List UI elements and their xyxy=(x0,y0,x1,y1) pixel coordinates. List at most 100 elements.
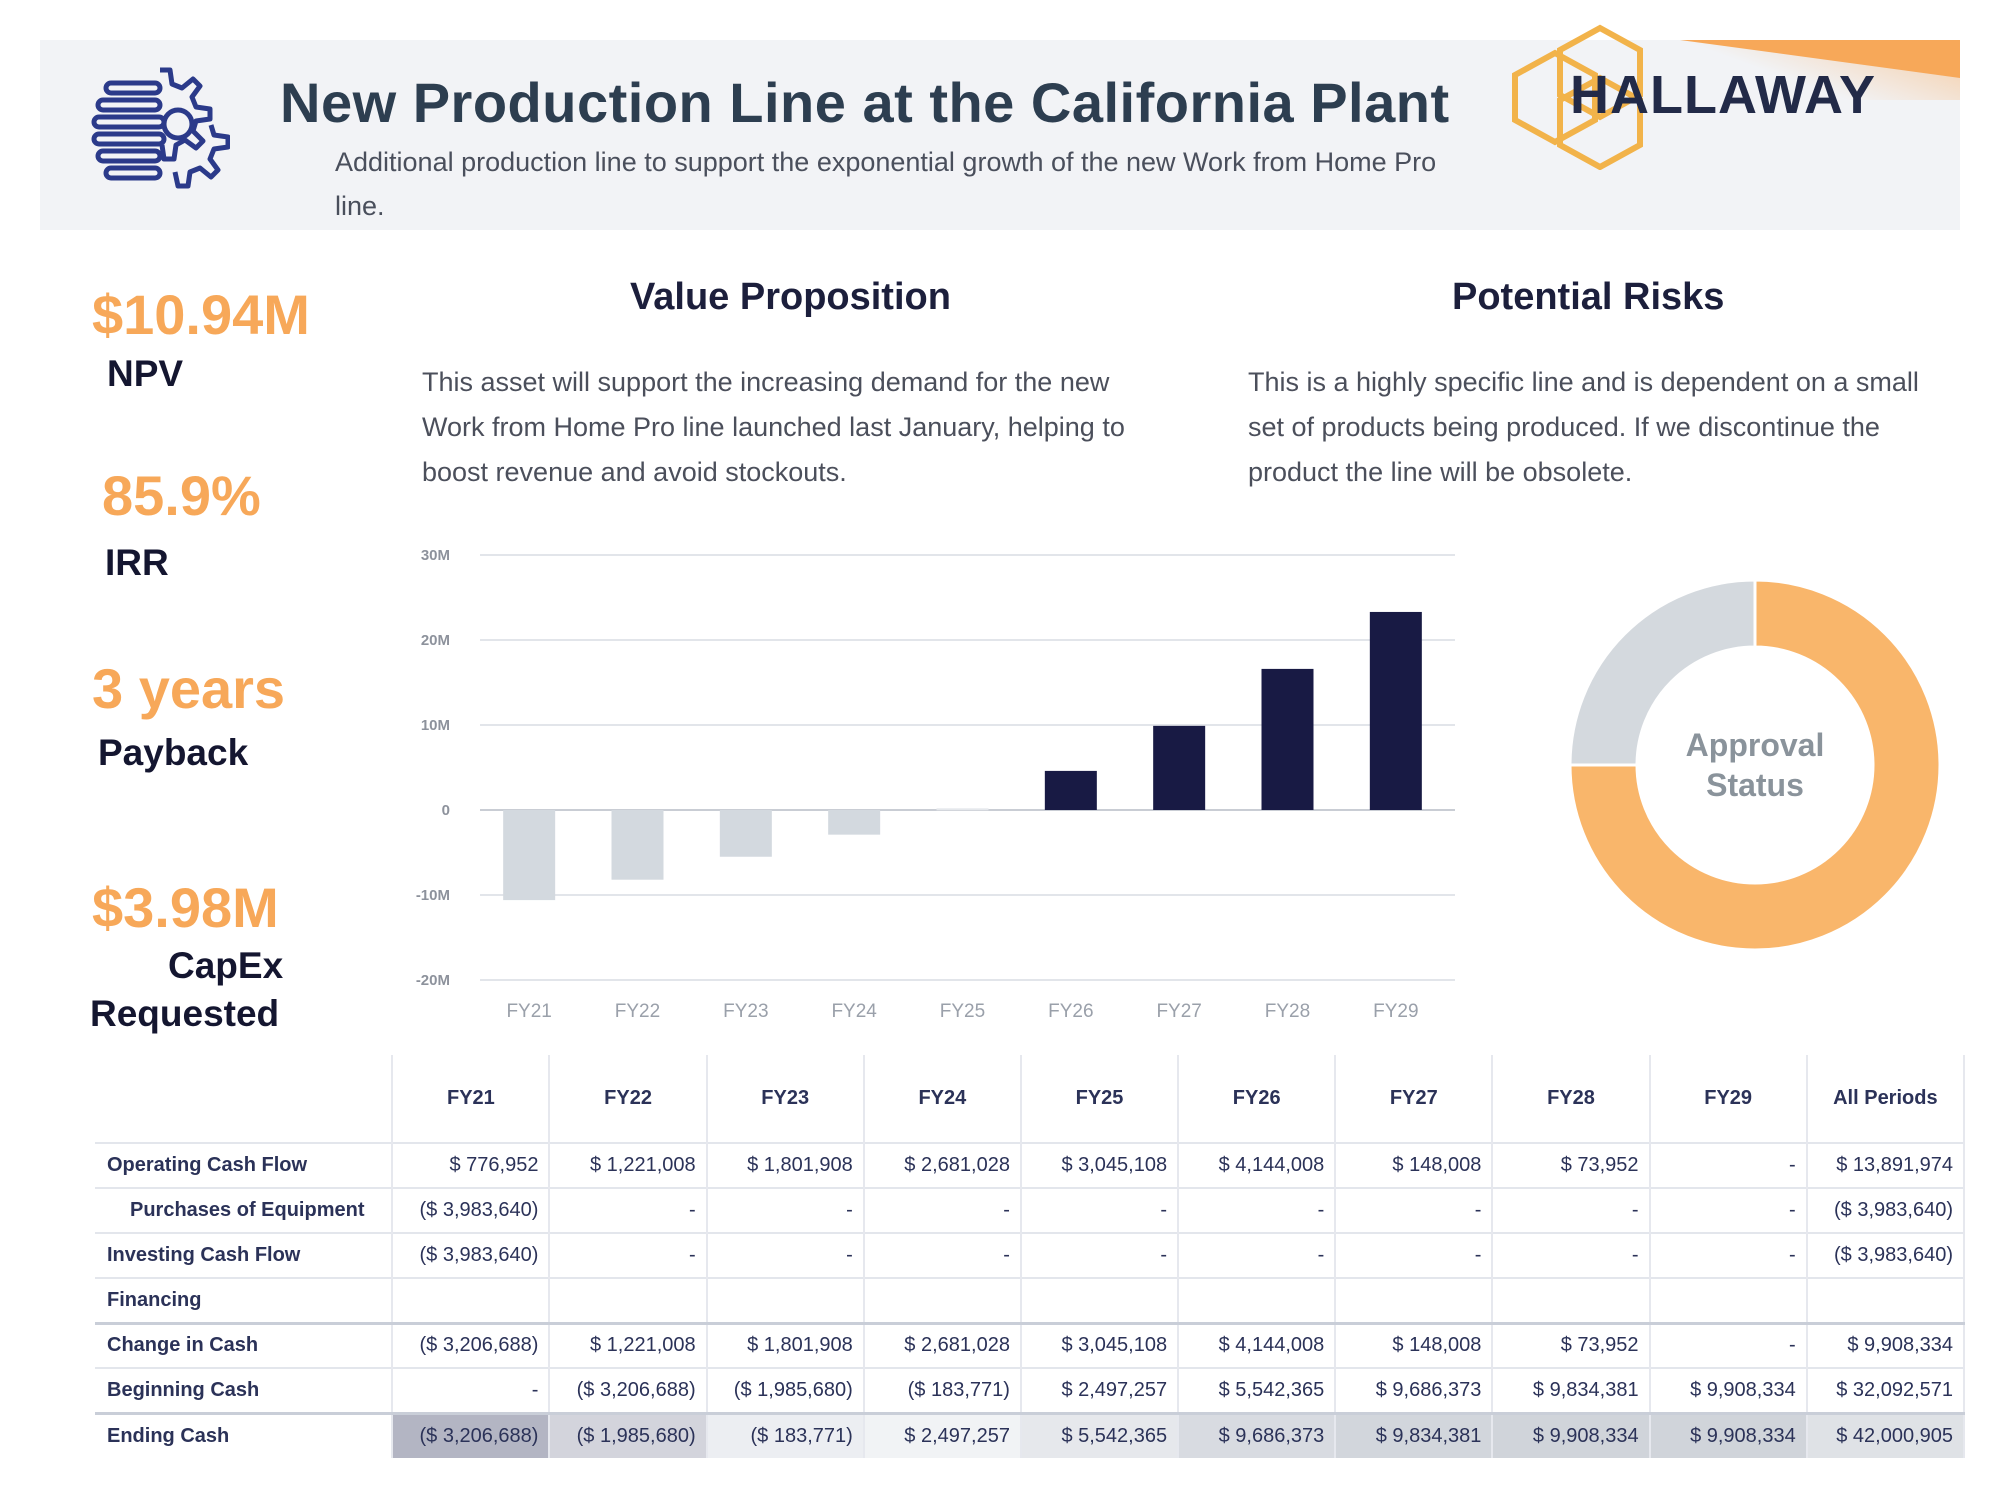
table-header-cell: FY23 xyxy=(706,1055,865,1143)
table-cell: $ 73,952 xyxy=(1492,1142,1651,1188)
table-cell: $ 9,908,334 xyxy=(1649,1411,1808,1458)
brand-wordmark: HALLAWAY xyxy=(1570,65,1877,125)
approval-donut-chart xyxy=(1568,578,1942,952)
table-header-cell: FY29 xyxy=(1649,1055,1808,1143)
row-label: Change in Cash xyxy=(95,1321,394,1368)
table-cell xyxy=(1492,1277,1651,1323)
table-cell: - xyxy=(1649,1142,1808,1188)
bar-fy22 xyxy=(611,810,664,880)
table-cell: $ 3,045,108 xyxy=(1020,1142,1180,1188)
table-cell: $ 42,000,905 xyxy=(1806,1411,1966,1458)
payback-value: 3 years xyxy=(92,657,286,720)
table-cell: ($ 3,983,640) xyxy=(1806,1187,1966,1233)
table-cell: $ 9,908,334 xyxy=(1649,1367,1808,1413)
table-cell xyxy=(706,1277,865,1323)
table-cell: - xyxy=(1492,1232,1651,1278)
table-cell: $ 5,542,365 xyxy=(1178,1367,1337,1413)
cash-flow-table: FY21 FY22 FY23 FY24 FY25 FY26 FY27 FY28 FY29 All … xyxy=(95,1055,1966,1458)
table-cell: - xyxy=(706,1232,865,1278)
table-header-cell: FY24 xyxy=(863,1055,1022,1143)
table-row: Purchases of Equipment ($ 3,983,640) - - - - -… xyxy=(95,1187,1966,1233)
x-tick-label: FY29 xyxy=(1373,1001,1418,1022)
row-label: Ending Cash xyxy=(95,1411,394,1458)
table-cell: - xyxy=(1649,1232,1808,1278)
table-header-cell: FY21 xyxy=(392,1055,551,1143)
table-cell: - xyxy=(863,1232,1022,1278)
table-cell xyxy=(1335,1277,1494,1323)
table-cell: ($ 3,983,640) xyxy=(392,1187,551,1233)
potential-risks-title: Potential Risks xyxy=(1452,276,1725,318)
table-header-cell: All Periods xyxy=(1806,1055,1966,1143)
table-cell: $ 3,045,108 xyxy=(1020,1321,1180,1368)
table-cell: $ 9,908,334 xyxy=(1806,1321,1966,1368)
table-row: Operating Cash Flow $ 776,952 $ 1,221,008 $… xyxy=(95,1142,1966,1188)
header-accent-stripe xyxy=(1680,40,1960,78)
table-cell: $ 13,891,974 xyxy=(1806,1142,1966,1188)
table-cell: $ 4,144,008 xyxy=(1178,1321,1337,1368)
table-cell: - xyxy=(1020,1232,1180,1278)
bar-fy28 xyxy=(1261,668,1314,810)
table-cell: $ 9,834,381 xyxy=(1335,1411,1494,1458)
npv-value: $10.94M xyxy=(92,283,310,346)
y-tick-label: -10M xyxy=(416,887,450,904)
table-cell: - xyxy=(1020,1187,1180,1233)
row-label: Investing Cash Flow xyxy=(95,1232,394,1278)
x-tick-label: FY26 xyxy=(1048,1001,1093,1022)
bar-fy25 xyxy=(936,808,989,811)
table-cell: $ 9,908,334 xyxy=(1492,1411,1651,1458)
value-proposition-text: This asset will support the increasing d… xyxy=(422,367,1125,487)
table-cell xyxy=(392,1277,551,1323)
table-cell: - xyxy=(1335,1232,1494,1278)
table-cell: $ 32,092,571 xyxy=(1806,1367,1966,1413)
y-tick-label: 30M xyxy=(421,547,450,564)
irr-value: 85.9% xyxy=(102,464,261,527)
table-cell: $ 9,686,373 xyxy=(1335,1367,1494,1413)
table-cell: ($ 183,771) xyxy=(863,1367,1022,1413)
table-cell: $ 2,681,028 xyxy=(863,1142,1022,1188)
capex-label: CapEx xyxy=(168,945,284,986)
approval-label-line1: Approval xyxy=(1685,727,1825,763)
gear-icon xyxy=(91,67,230,189)
table-row: Financing xyxy=(95,1277,1966,1323)
table-cell: ($ 3,206,688) xyxy=(392,1321,551,1368)
irr-label: IRR xyxy=(105,542,169,583)
cash-bar-chart: 30M 20M 10M 0 -10M -20M FY21 FY22 FY23 FY24 FY25 FY… xyxy=(416,547,1455,1022)
y-tick-label: -20M xyxy=(416,972,450,989)
table-cell: - xyxy=(392,1367,551,1413)
table-cell: $ 4,144,008 xyxy=(1178,1142,1337,1188)
table-cell: $ 9,834,381 xyxy=(1492,1367,1651,1413)
table-cell xyxy=(1020,1277,1180,1323)
table-cell: $ 1,221,008 xyxy=(549,1142,708,1188)
table-cell xyxy=(1806,1277,1966,1323)
table-row: Ending Cash ($ 3,206,688) ($ 1,985,680) ($ … xyxy=(95,1411,1966,1458)
value-proposition-title: Value Proposition xyxy=(630,276,951,318)
row-label: Beginning Cash xyxy=(95,1367,394,1413)
approval-label: Approval Status xyxy=(1565,725,1945,805)
bar-fy27 xyxy=(1153,725,1206,810)
table-cell: ($ 3,983,640) xyxy=(392,1232,551,1278)
y-tick-label: 0 xyxy=(442,802,450,819)
table-cell: $ 9,686,373 xyxy=(1178,1411,1337,1458)
table-cell: $ 2,497,257 xyxy=(1020,1367,1180,1413)
table-cell: - xyxy=(1335,1187,1494,1233)
bar-fy23 xyxy=(719,810,772,857)
x-tick-label: FY28 xyxy=(1265,1001,1310,1022)
table-cell xyxy=(549,1277,708,1323)
table-cell: $ 776,952 xyxy=(392,1142,551,1188)
table-cell xyxy=(863,1277,1022,1323)
table-cell: $ 2,497,257 xyxy=(863,1411,1022,1458)
bar-fy21 xyxy=(503,810,556,901)
bar-fy29 xyxy=(1369,611,1422,810)
table-cell: - xyxy=(1178,1187,1337,1233)
table-cell: ($ 1,985,680) xyxy=(549,1411,708,1458)
page-subtitle: Additional production line to support th… xyxy=(335,147,1437,221)
approval-label-line2: Status xyxy=(1706,767,1804,803)
x-tick-label: FY23 xyxy=(723,1001,768,1022)
capex-label-requested: Requested xyxy=(90,993,280,1034)
table-row: Beginning Cash - ($ 3,206,688) ($ 1,985,680… xyxy=(95,1367,1966,1413)
table-header-cell: FY26 xyxy=(1178,1055,1337,1143)
table-cell: $ 1,801,908 xyxy=(706,1142,865,1188)
table-cell: ($ 1,985,680) xyxy=(706,1367,865,1413)
x-tick-label: FY21 xyxy=(506,1001,551,1022)
table-cell: $ 148,008 xyxy=(1335,1142,1494,1188)
